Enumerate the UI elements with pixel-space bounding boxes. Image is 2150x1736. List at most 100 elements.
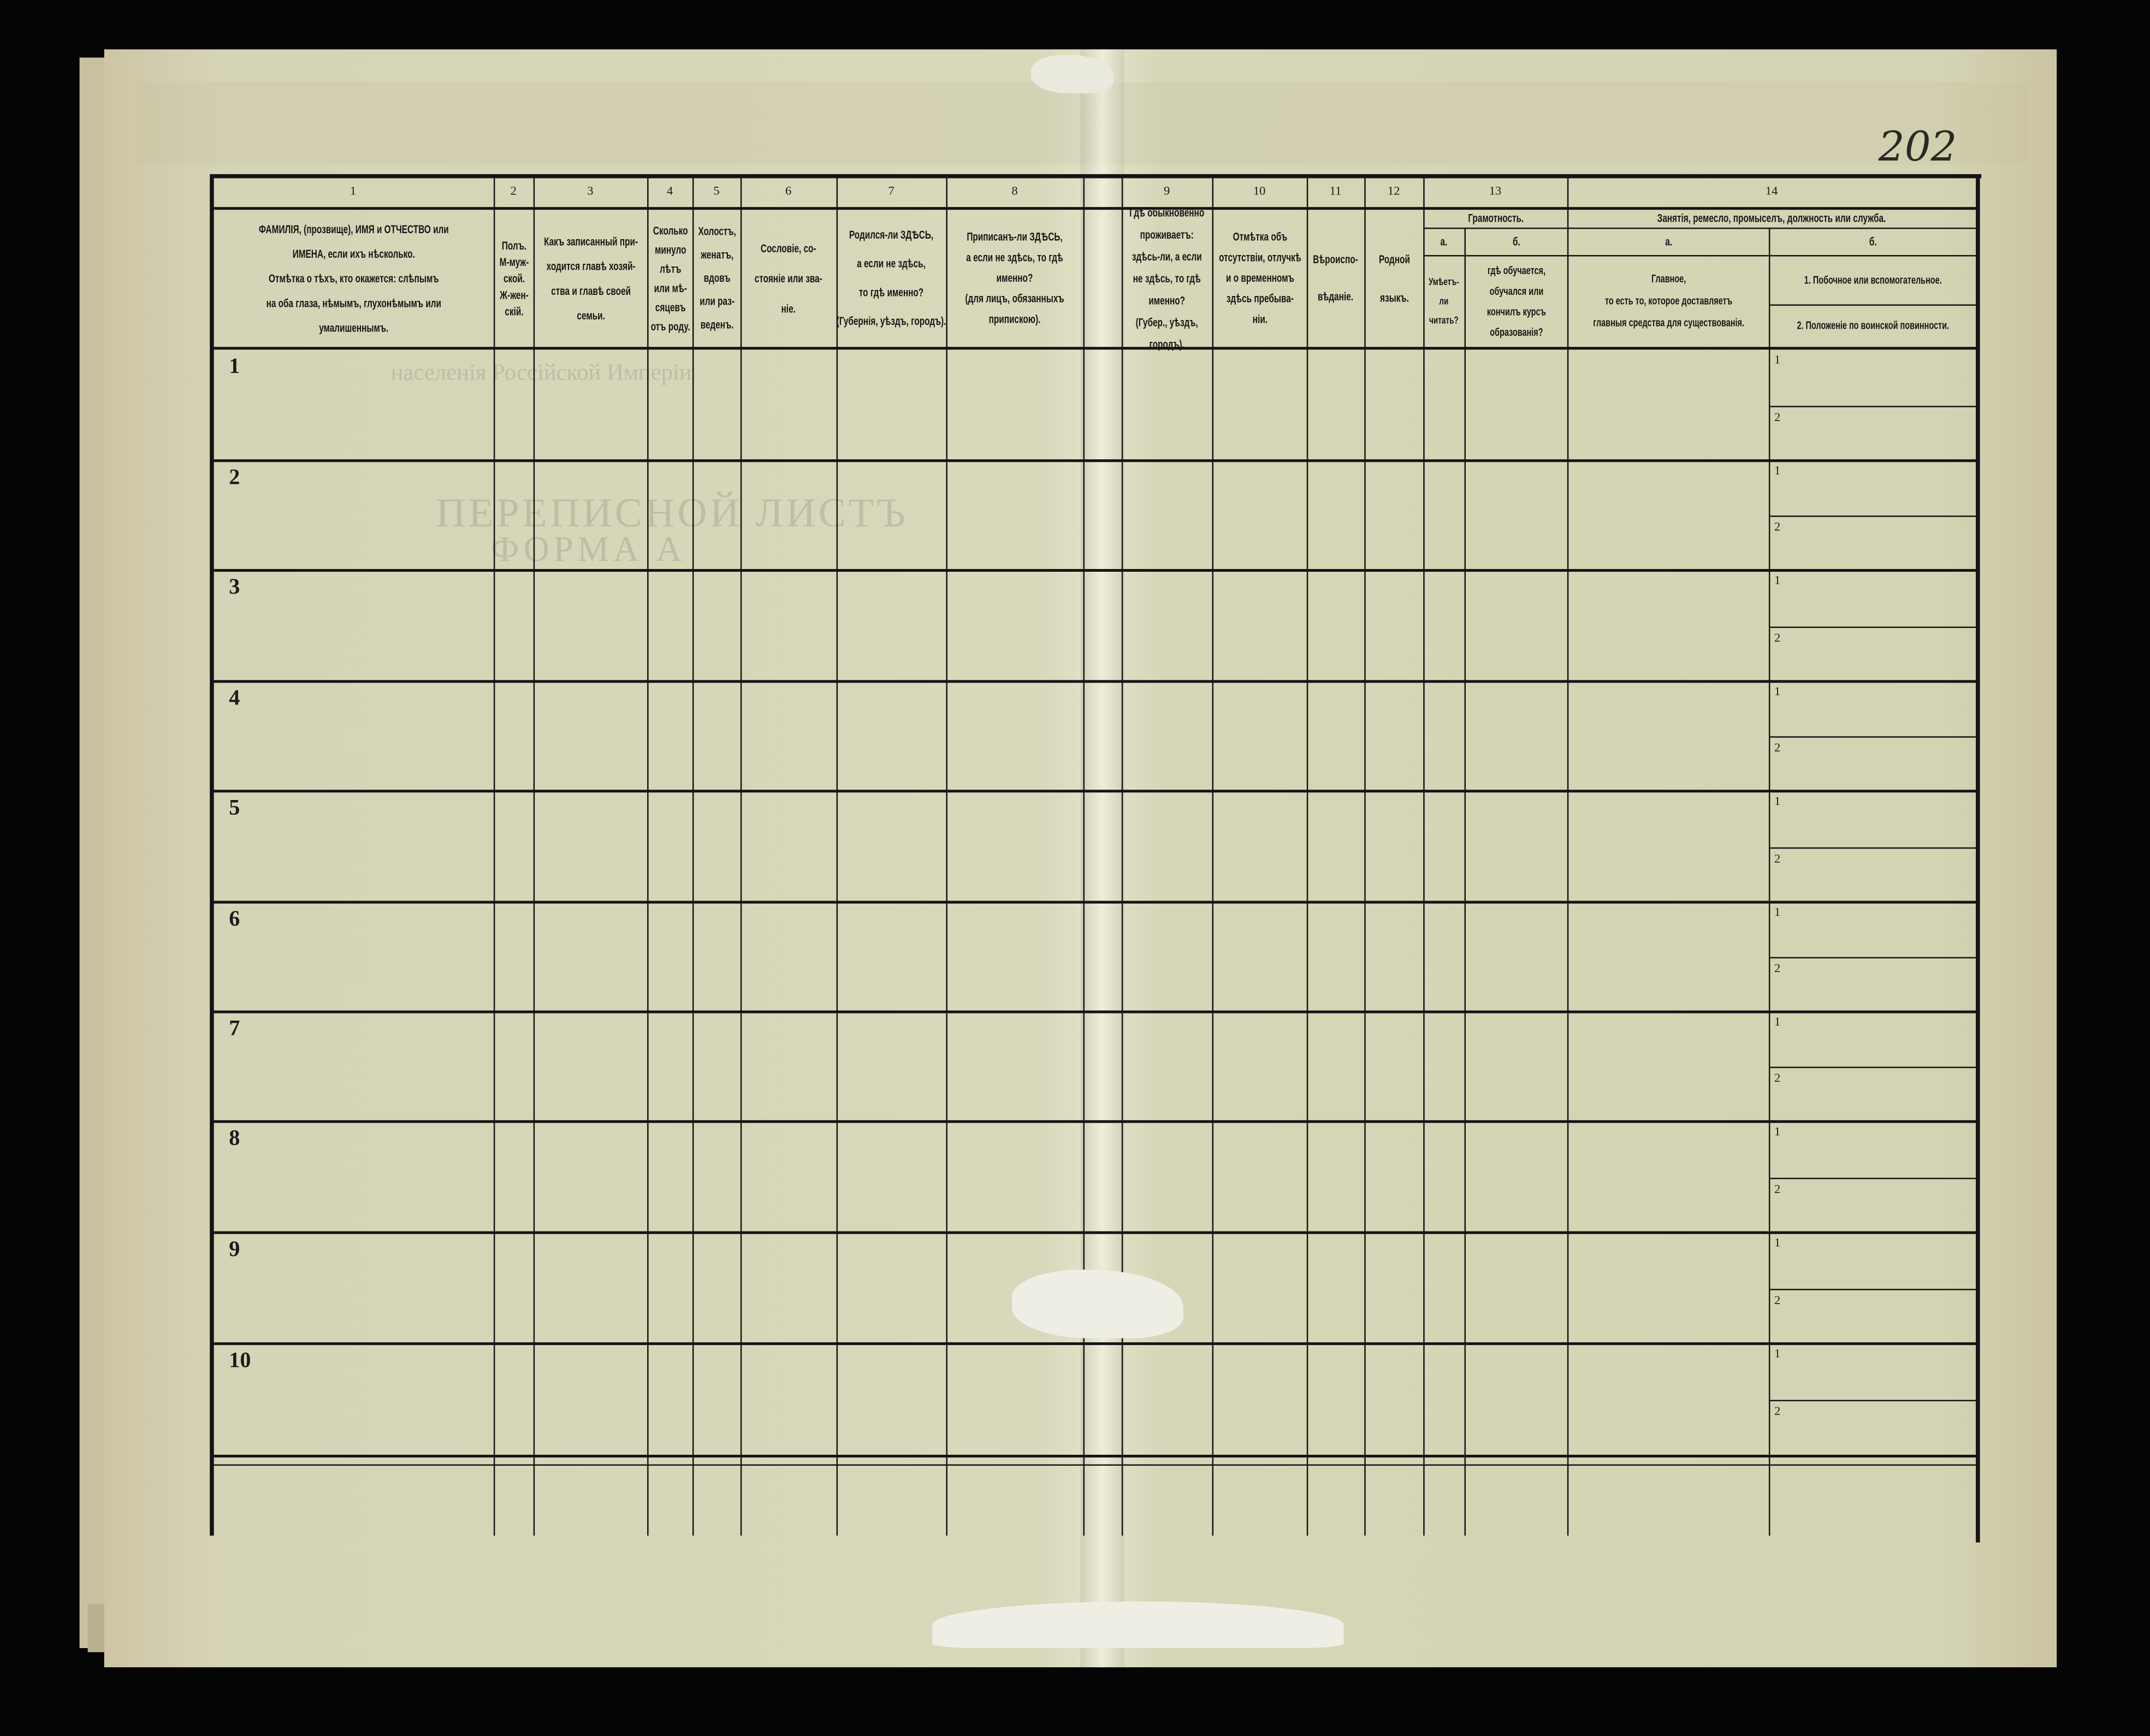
column-number: 1 — [350, 183, 357, 198]
row-number: 8 — [229, 1127, 240, 1151]
column-divider — [1768, 227, 1770, 1536]
column-number: 7 — [888, 183, 895, 198]
column-header: Отмѣтка объ отсутствіи, отлучкѣ и о врем… — [1212, 210, 1307, 347]
occupation-a-label: а. — [1567, 228, 1769, 255]
row-divider — [212, 1231, 1976, 1234]
column-divider — [692, 178, 694, 1536]
column-divider — [836, 178, 838, 1536]
column-header-text: Гдѣ обыкновенно проживаетъ: здѣсь-ли, а … — [1129, 205, 1205, 351]
column-number: 8 — [1011, 183, 1018, 198]
sub-row-number: 2 — [1774, 740, 1781, 754]
column-divider — [533, 178, 535, 1536]
literacy-a-header-text: Умѣетъ- ли читать? — [1428, 275, 1459, 327]
sub-row-number: 2 — [1774, 519, 1781, 534]
sub-row-divider — [1768, 1177, 1976, 1180]
column-header: Какъ записанный при- ходится главѣ хозяй… — [534, 210, 647, 347]
column-divider — [946, 178, 948, 1536]
header-group-rule — [1423, 227, 1976, 230]
row-number: 7 — [229, 1017, 240, 1041]
row-divider — [212, 1454, 1976, 1457]
occupation-a-label-text: а. — [1664, 234, 1672, 248]
column-divider — [1212, 178, 1214, 1536]
sub-row-number: 1 — [1774, 573, 1781, 587]
row-number: 10 — [229, 1349, 251, 1373]
column-header-text: Сколько минуло лѣтъ или мѣ- сяцевъ отъ р… — [650, 223, 690, 334]
sub-row-number: 2 — [1774, 410, 1781, 424]
literacy-title-text: Грамотность. — [1467, 211, 1524, 225]
row-number: 3 — [229, 576, 240, 600]
row-divider — [212, 900, 1976, 904]
column-divider — [647, 178, 649, 1536]
show-through-text: населенія Россійской Имперіи — [390, 359, 692, 386]
column-divider — [1464, 227, 1466, 1536]
column-number: 2 — [510, 183, 517, 198]
occupation-b-item2: 2. Положеніе по воинской повинности. — [1769, 306, 1976, 347]
column-number: 12 — [1387, 183, 1400, 198]
literacy-title: Грамотность. — [1423, 209, 1567, 228]
occupation-b-item1-text: 1. Побочное или вспомогательное. — [1803, 273, 1941, 286]
header-sub-rule — [1423, 255, 1976, 257]
sub-row-divider — [1768, 1400, 1976, 1402]
column-header: Приписанъ-ли ЗДѢСЬ, а если не здѣсь, то … — [946, 210, 1083, 347]
column-divider — [1121, 178, 1123, 1536]
column-header-text: ФАМИЛІЯ, (прозвище), ИМЯ и ОТЧЕСТВО или … — [258, 222, 448, 335]
column-number: 14 — [1765, 183, 1778, 198]
column-header: ФАМИЛІЯ, (прозвище), ИМЯ и ОТЧЕСТВО или … — [212, 210, 494, 347]
row-divider — [212, 1010, 1976, 1013]
show-through-title: ПЕРЕПИСНОЙ ЛИСТЪ — [436, 490, 909, 536]
column-number: 11 — [1329, 183, 1342, 198]
sub-row-divider — [1768, 1289, 1976, 1291]
torn-paper-edge — [932, 1601, 1344, 1648]
column-divider — [740, 178, 742, 1536]
column-header-text: Сословіе, со- стояніе или зва- ніе. — [754, 241, 822, 316]
literacy-a-label-text: а. — [1440, 234, 1448, 248]
column-header: Гдѣ обыкновенно проживаетъ: здѣсь-ли, а … — [1122, 206, 1212, 351]
sub-row-number: 2 — [1774, 1182, 1781, 1196]
occupation-b-item1: 1. Побочное или вспомогательное. — [1769, 257, 1976, 305]
sub-row-number: 1 — [1774, 1235, 1781, 1249]
handwritten-sheet-number: 202 — [1878, 123, 1957, 171]
sub-row-number: 1 — [1774, 352, 1781, 366]
sub-row-number: 1 — [1774, 1346, 1781, 1360]
literacy-b-header-text: гдѣ обучается, обучался или кончилъ курс… — [1486, 264, 1545, 339]
row-number: 6 — [229, 908, 240, 931]
sub-row-number: 2 — [1774, 630, 1781, 645]
column-header-text: Холостъ, женатъ, вдовъ или раз- веденъ. — [697, 224, 736, 331]
occupation-b-item2-text: 2. Положеніе по воинской повинности. — [1796, 319, 1948, 332]
column-divider — [493, 178, 495, 1536]
sub-row-number: 1 — [1774, 463, 1781, 477]
column-divider — [1306, 178, 1308, 1536]
row-divider — [212, 459, 1976, 462]
literacy-a-header: Умѣетъ- ли читать? — [1423, 257, 1464, 347]
sub-row-number: 1 — [1774, 905, 1781, 919]
row-divider — [212, 568, 1976, 572]
table-border-top — [210, 174, 1982, 179]
column-header: Родной языкъ. — [1364, 210, 1423, 347]
column-number: 10 — [1253, 183, 1266, 198]
column-number: 4 — [666, 183, 673, 198]
column-number: 3 — [587, 183, 594, 198]
column-divider — [1364, 178, 1366, 1536]
sub-row-divider — [1768, 847, 1976, 849]
column-header: Сколько минуло лѣтъ или мѣ- сяцевъ отъ р… — [647, 210, 692, 347]
row-number: 5 — [229, 796, 240, 820]
row-divider — [212, 1120, 1976, 1123]
literacy-b-label: б. — [1465, 228, 1567, 255]
sub-row-divider — [1768, 626, 1976, 629]
literacy-b-label-text: б. — [1512, 234, 1520, 248]
column-number: 13 — [1489, 183, 1502, 198]
row-number: 1 — [229, 355, 240, 378]
literacy-b-header: гдѣ обучается, обучался или кончилъ курс… — [1465, 257, 1567, 347]
column-number: 6 — [785, 183, 792, 198]
table-border-left — [210, 178, 214, 1536]
column-number: 5 — [713, 183, 720, 198]
column-divider — [1423, 178, 1425, 1536]
column-header: Холостъ, женатъ, вдовъ или раз- веденъ. — [692, 210, 741, 347]
sub-row-number: 2 — [1774, 851, 1781, 866]
torn-paper-patch — [1011, 1270, 1183, 1338]
row-number: 4 — [229, 686, 240, 710]
row-divider — [212, 790, 1976, 792]
occupation-b-label-text: б. — [1868, 234, 1876, 248]
sub-row-divider — [1768, 406, 1976, 408]
